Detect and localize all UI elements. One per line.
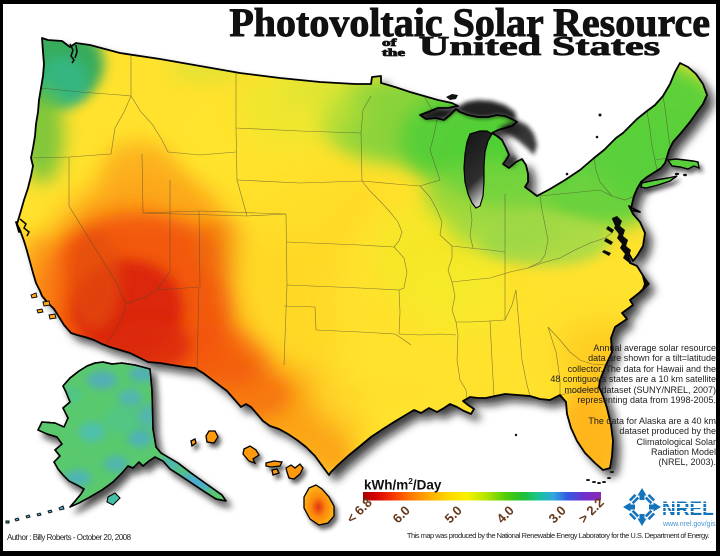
svg-text:NREL: NREL xyxy=(662,499,714,520)
svg-text:3.0: 3.0 xyxy=(546,503,569,526)
svg-text:www.nrel.gov/gis: www.nrel.gov/gis xyxy=(662,521,716,528)
svg-text:4.0: 4.0 xyxy=(494,503,517,526)
svg-text:6.0: 6.0 xyxy=(390,503,413,526)
svg-text:5.0: 5.0 xyxy=(442,503,465,526)
